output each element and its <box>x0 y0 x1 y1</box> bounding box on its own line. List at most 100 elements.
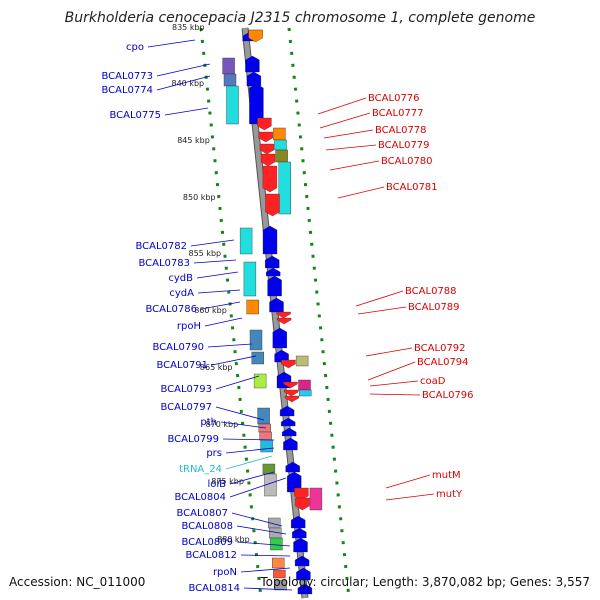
forward-gene-label: BCAL0783 <box>138 258 190 269</box>
gene-block-body <box>278 161 291 215</box>
gene-block <box>309 487 323 511</box>
gene-arrow <box>259 143 275 155</box>
gene-block-body <box>260 439 273 453</box>
reverse-gene-leader <box>385 474 431 489</box>
reverse-gene-label: BCAL0796 <box>422 390 474 401</box>
reverse-gene-label: BCAL0779 <box>378 140 430 151</box>
forward-gene-leader <box>156 63 211 77</box>
forward-gene-leader <box>225 455 273 470</box>
gene-arrow <box>265 255 280 269</box>
gene-block <box>274 139 287 151</box>
gene-arrow <box>283 381 298 389</box>
gene-block-body <box>257 407 270 425</box>
gene-arrow <box>260 153 276 167</box>
gene-block <box>253 373 267 389</box>
kbp-tick-label: 870 kbp <box>206 420 239 429</box>
gene-block-body <box>273 127 286 141</box>
reverse-gene-label: BCAL0780 <box>381 156 433 167</box>
kbp-tick-label: 850 kbp <box>183 193 216 202</box>
gene-arrow <box>272 327 287 349</box>
gene-block <box>223 73 237 87</box>
gene-arrow <box>296 567 311 581</box>
gene-block-body <box>275 149 288 163</box>
gene-arrow <box>297 583 313 595</box>
gene-block <box>278 161 291 215</box>
reverse-gene-label: mutY <box>436 489 463 500</box>
gene-block-body <box>274 579 287 591</box>
reverse-gene-label: coaD <box>420 376 446 387</box>
gene-arrow <box>281 359 296 369</box>
gene-arrow <box>284 389 299 397</box>
reverse-gene-leader <box>369 380 419 387</box>
gene-arrow <box>276 311 291 319</box>
reverse-gene-label: BCAL0792 <box>414 343 466 354</box>
gene-arrow <box>281 417 296 427</box>
forward-gene-label: rpoN <box>213 567 237 578</box>
forward-gene-label: lolB <box>207 479 226 490</box>
gene-block <box>246 299 259 315</box>
gene-arrow <box>294 555 310 567</box>
gene-block-body <box>239 227 253 255</box>
kbp-tick-label: 845 kbp <box>177 136 210 145</box>
gene-block-body <box>309 487 323 511</box>
gene-block <box>259 431 272 441</box>
forward-gene-leader <box>243 587 293 591</box>
gene-block <box>239 227 253 255</box>
gene-block-body <box>298 379 311 391</box>
reverse-gene-leader <box>357 306 407 315</box>
gene-arrow <box>292 527 307 539</box>
forward-gene-leader <box>197 289 241 294</box>
forward-gene-label: BCAL0807 <box>176 508 228 519</box>
reverse-gene-leader <box>323 129 374 139</box>
forward-gene-label: BCAL0786 <box>145 304 197 315</box>
forward-gene-leader <box>200 301 241 310</box>
gene-block <box>299 389 312 397</box>
forward-gene-leader <box>229 477 287 498</box>
gene-block-body <box>226 85 239 125</box>
gene-block-body <box>223 73 237 87</box>
gene-block-body <box>251 351 264 365</box>
forward-gene-leader <box>196 271 239 279</box>
gene-block <box>295 355 309 367</box>
gene-arrow <box>248 29 263 43</box>
gene-arrow <box>262 225 278 255</box>
forward-gene-leader <box>190 239 235 247</box>
gene-block <box>272 557 285 569</box>
gene-block <box>226 85 239 125</box>
forward-gene-label: BCAL0782 <box>135 241 187 252</box>
forward-gene-label: BCAL0791 <box>156 360 208 371</box>
map-title: Burkholderia cenocepacia J2315 chromosom… <box>64 10 536 26</box>
forward-gene-label: rpoH <box>177 321 201 332</box>
forward-gene-leader <box>211 355 257 366</box>
reverse-gene-label: BCAL0794 <box>417 357 469 368</box>
forward-gene-leader <box>225 447 275 454</box>
forward-gene-leader <box>236 541 291 547</box>
gene-block-body <box>259 431 272 441</box>
forward-gene-label: BCAL0797 <box>160 402 212 413</box>
reverse-gene-leader <box>325 144 377 151</box>
forward-gene-leader <box>220 421 267 429</box>
forward-gene-leader <box>231 512 283 527</box>
gene-block-body <box>222 57 235 75</box>
reverse-gene-label: BCAL0789 <box>408 302 460 313</box>
gene-block <box>243 261 257 297</box>
forward-gene-leader <box>147 39 196 48</box>
gene-arrow <box>262 165 278 193</box>
forward-gene-label: BCAL0775 <box>109 110 161 121</box>
forward-gene-leader <box>240 554 291 557</box>
reverse-gene-label: BCAL0778 <box>375 125 427 136</box>
gene-arrow <box>279 405 295 417</box>
gene-arrow <box>291 515 306 529</box>
gene-arrow <box>245 55 260 73</box>
gene-block-body <box>272 557 285 569</box>
gene-block <box>257 407 270 425</box>
accession-text: Accession: NC_011000 <box>9 575 146 589</box>
gene-block-body <box>243 261 257 297</box>
gene-block <box>251 351 264 365</box>
forward-gene-label: prs <box>206 448 222 459</box>
gene-arrow <box>284 395 300 403</box>
forward-gene-label: cydA <box>169 288 194 299</box>
forward-gene-label: BCAL0793 <box>160 384 212 395</box>
reverse-gene-leader <box>317 97 367 115</box>
